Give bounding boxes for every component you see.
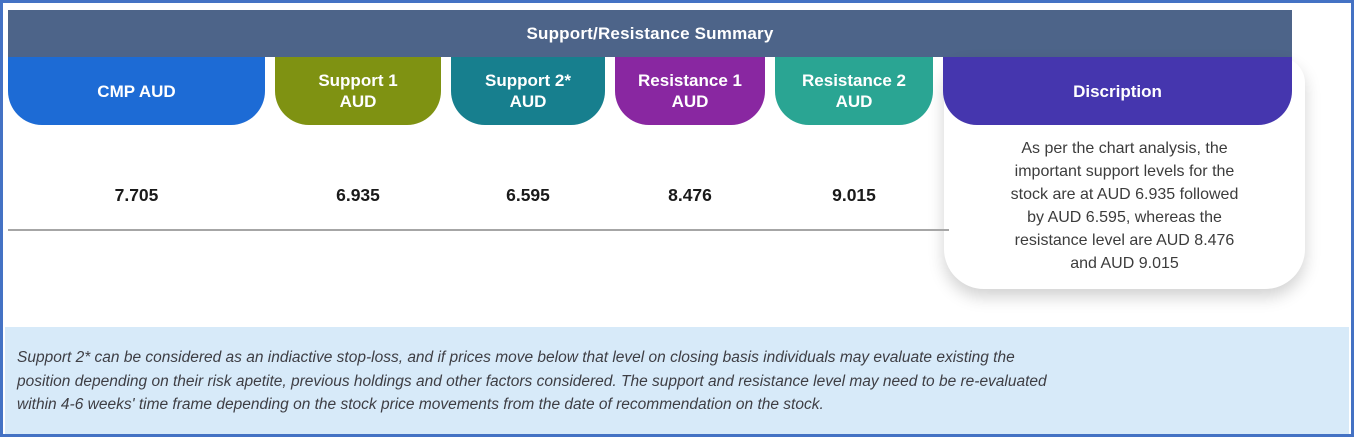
column-header-label: AUD — [509, 92, 547, 111]
description-line: by AUD 6.595, whereas the — [1027, 209, 1222, 226]
description-text: As per the chart analysis, the important… — [944, 137, 1305, 275]
values-row: 7.705 6.935 6.595 8.476 9.015 — [8, 185, 1292, 206]
column-header-label: Resistance 1 — [638, 71, 742, 90]
column-header-label: CMP AUD — [97, 81, 176, 101]
column-header-label: AUD — [339, 92, 377, 111]
column-header-resistance1: Resistance 1 AUD — [615, 57, 765, 125]
values-divider-line — [8, 229, 949, 231]
column-header-label: Resistance 2 — [802, 71, 906, 90]
column-header-support2: Support 2* AUD — [451, 57, 605, 125]
column-header-cmp: CMP AUD — [8, 57, 265, 125]
footnote-line: position depending on their risk apetite… — [17, 372, 1047, 390]
description-line: stock are at AUD 6.935 followed — [1010, 186, 1239, 203]
description-line: As per the chart analysis, the — [1021, 140, 1228, 157]
column-header-label: AUD — [671, 92, 709, 111]
page-title: Support/Resistance Summary — [526, 23, 774, 43]
footnote-line: Support 2* can be considered as an india… — [17, 349, 1015, 366]
column-header-label: Discription — [1073, 81, 1162, 101]
footnote-block: Support 2* can be considered as an india… — [5, 327, 1349, 434]
value-resistance2: 9.015 — [832, 185, 876, 205]
value-support1: 6.935 — [336, 185, 380, 205]
column-headers-row: CMP AUD Support 1 AUD Support 2* AUD Res… — [8, 57, 1292, 125]
description-line: and AUD 9.015 — [1070, 255, 1179, 272]
column-header-label: Support 1 — [318, 71, 398, 90]
summary-header-bar: Support/Resistance Summary — [8, 10, 1292, 57]
description-line: important support levels for the — [1014, 163, 1235, 180]
column-header-resistance2: Resistance 2 AUD — [775, 57, 933, 125]
column-header-label: AUD — [835, 92, 873, 111]
value-resistance1: 8.476 — [668, 185, 712, 205]
column-header-description: Discription — [943, 57, 1292, 125]
description-line: resistance level are AUD 8.476 — [1014, 232, 1235, 249]
column-header-support1: Support 1 AUD — [275, 57, 441, 125]
footnote-line: within 4-6 weeks' time frame depending o… — [17, 396, 824, 413]
value-support2: 6.595 — [506, 185, 550, 205]
value-description-empty — [943, 185, 1292, 206]
column-header-label: Support 2* — [485, 71, 571, 90]
value-cmp: 7.705 — [114, 185, 159, 205]
